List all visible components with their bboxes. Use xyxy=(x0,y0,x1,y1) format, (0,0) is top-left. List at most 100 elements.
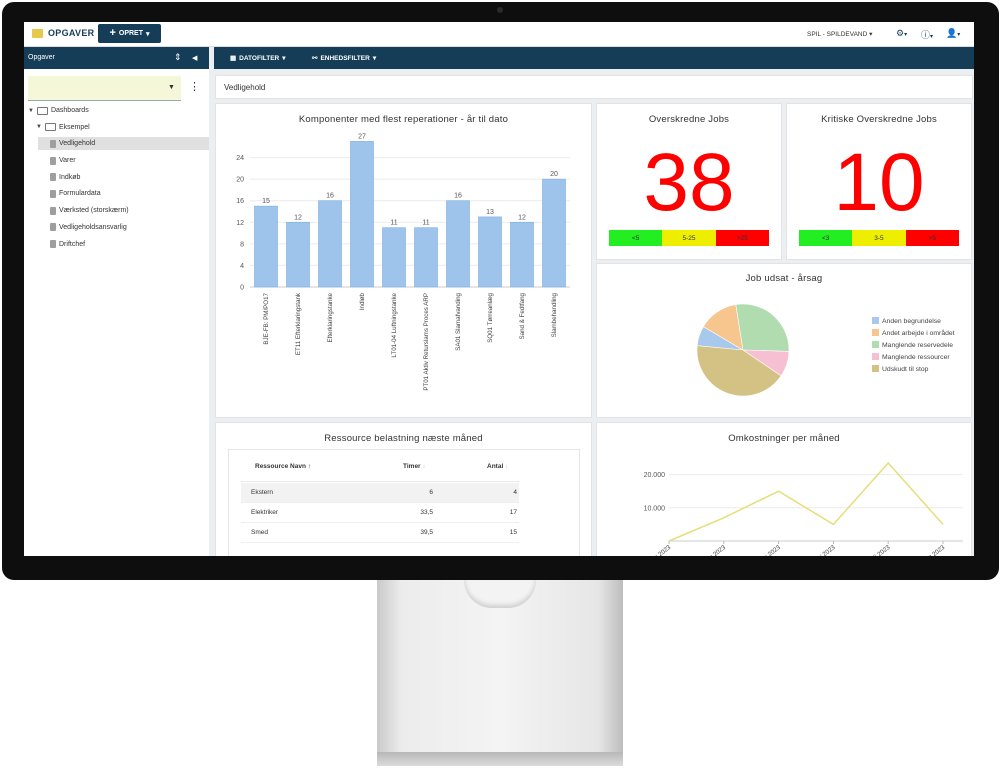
app-title: OPGAVER xyxy=(48,28,95,38)
sort-icon: ↕ xyxy=(422,463,426,470)
threshold-segment: >25 xyxy=(715,230,769,246)
col-header-count[interactable]: Antal ↕ xyxy=(487,463,509,470)
y-tick-label: 20 xyxy=(236,177,244,184)
pie-chart: Anden begrundelse Andet arbejde i området… xyxy=(696,303,955,397)
document-icon xyxy=(50,189,56,198)
data-label: 13 xyxy=(486,209,494,216)
table-cell-count: 15 xyxy=(509,529,517,536)
caret-down-icon[interactable]: ▼ xyxy=(168,84,175,91)
tree-item[interactable]: Driftchef xyxy=(38,238,209,251)
unit-filter-button[interactable]: ⚯ ENHEDSFILTER ▾ xyxy=(312,54,376,63)
tree-item-label: Formulardata xyxy=(59,190,101,198)
caret-down-icon: ▾ xyxy=(869,31,873,38)
tree-item[interactable]: Formulardata xyxy=(38,187,209,200)
x-tick-label: Sand & Fedtfang xyxy=(519,292,526,339)
critical-jobs-value: 10 xyxy=(833,137,925,228)
pie-chart-card: Job udsat - årsag Anden begrundelse Andet… xyxy=(596,263,972,418)
site-selector[interactable]: SPIL - SPILDEVAND ▾ xyxy=(807,30,872,38)
pie-chart-title: Job udsat - årsag xyxy=(745,273,823,284)
data-label: 12 xyxy=(518,214,526,221)
screen: OPGAVER + OPRET ▾ SPIL - SPILDEVAND ▾ ⚙▾… xyxy=(24,22,974,556)
tree-item[interactable]: Indkøb xyxy=(38,171,209,184)
y-tick-label: 4 xyxy=(240,263,244,270)
col-header-hours[interactable]: Timer ↕ xyxy=(403,463,426,470)
col-header-name[interactable]: Ressource Navn ↑ xyxy=(255,463,312,470)
left-panel: Opgaver ⇕ ◀ ▼ ⋮ ▼ Dashboards ▼ Eksempel Vedl… xyxy=(24,47,209,556)
table-cell-name: Ekstern xyxy=(251,489,274,496)
date-filter-label: DATOFILTER xyxy=(239,54,280,62)
overdue-threshold-band: <5 5-25 >25 xyxy=(609,230,769,246)
bar xyxy=(510,221,534,288)
line-chart-title: Omkostninger per måned xyxy=(728,433,840,444)
header-divider xyxy=(241,481,519,482)
x-tick-label: SA01 Slamafvanding xyxy=(455,292,462,350)
data-label: 11 xyxy=(422,220,429,227)
data-label: 15 xyxy=(262,198,270,205)
page-title: Vedligehold xyxy=(224,83,266,92)
legend-label: Anden begrundelse xyxy=(882,318,941,325)
critical-jobs-title: Kritiske Overskredne Jobs xyxy=(821,114,937,125)
resource-rows: Ekstern 6 4 Elektriker 33,5 17 Smed 39,5 15 xyxy=(241,483,519,543)
tree-item[interactable]: ▼ Dashboards xyxy=(24,104,209,117)
caret-down-icon[interactable]: ▼ xyxy=(28,107,34,114)
overdue-jobs-title: Overskredne Jobs xyxy=(648,114,730,125)
tree-item[interactable]: Varer xyxy=(38,154,209,167)
top-bar: OPGAVER + OPRET ▾ SPIL - SPILDEVAND ▾ ⚙▾… xyxy=(24,22,974,47)
sort-icon: ↕ xyxy=(505,463,509,470)
threshold-segment: 5-25 xyxy=(662,230,716,246)
create-button[interactable]: + OPRET ▾ xyxy=(98,24,161,43)
legend-swatch xyxy=(872,317,879,324)
legend-swatch xyxy=(872,341,879,348)
legend-label: Manglende reservedele xyxy=(882,342,953,349)
tree-view: ▼ Dashboards ▼ Eksempel Vedligehold Varer Indk… xyxy=(24,104,209,254)
tree-item[interactable]: ▼ Eksempel xyxy=(24,121,209,134)
table-cell-hours: 6 xyxy=(429,489,433,496)
table-cell-name: Elektriker xyxy=(251,509,279,516)
x-tick-label: ET11 Efterklaringstank xyxy=(295,292,302,355)
plus-icon: + xyxy=(109,27,116,39)
tree-item[interactable]: Værksted (storskærm) xyxy=(38,204,209,217)
table-cell-count: 17 xyxy=(509,509,517,516)
critical-threshold-band: <3 3-5 >5 xyxy=(799,230,959,246)
x-tick-label: august 2023 xyxy=(915,544,947,556)
collapse-panel-icon[interactable]: ◀ xyxy=(192,55,198,62)
table-row[interactable]: Smed 39,5 15 xyxy=(241,523,519,543)
table-row[interactable]: Ekstern 6 4 xyxy=(241,483,519,503)
x-tick-label: juni 2023 xyxy=(812,544,837,556)
monitor-stand-base xyxy=(377,752,623,766)
document-icon xyxy=(50,156,56,165)
tree-item[interactable]: Vedligehold xyxy=(38,137,209,151)
more-options-icon[interactable]: ⋮ xyxy=(189,81,200,93)
legend-swatch xyxy=(872,353,879,360)
user-icon[interactable]: 👤▾ xyxy=(946,28,961,38)
x-tick-label: PT01 Aktiv Returslams Proces ARP xyxy=(423,293,430,391)
table-row[interactable]: Elektriker 33,5 17 xyxy=(241,503,519,523)
bar-chart-title: Komponenter med flest reperationer - år … xyxy=(298,114,509,125)
bar xyxy=(446,200,470,288)
x-tick-label: februar 2023 xyxy=(695,544,727,556)
tree-item[interactable]: Vedligeholdsansvarlig xyxy=(38,221,209,234)
calendar-icon: ▦ xyxy=(230,55,237,62)
expand-collapse-icon[interactable]: ⇕ xyxy=(174,52,182,62)
legend-swatch xyxy=(872,329,879,336)
x-tick-label: Efterklaringstanke xyxy=(327,292,334,342)
date-filter-button[interactable]: ▦ DATOFILTER ▾ xyxy=(230,54,286,63)
y-tick-label: 8 xyxy=(240,241,244,248)
dashboard-select[interactable] xyxy=(28,76,181,101)
help-icon[interactable]: ⓘ▾ xyxy=(921,30,934,40)
y-tick-label: 12 xyxy=(236,220,244,227)
bar xyxy=(478,216,502,288)
gear-icon[interactable]: ⚙▾ xyxy=(896,28,908,38)
x-tick-label: marts 2023 xyxy=(753,544,782,556)
monitor-stand xyxy=(377,580,623,766)
bar xyxy=(286,221,310,288)
tree-item-label: Eksempel xyxy=(58,123,90,131)
tree-item-label: Vedligehold xyxy=(59,140,96,148)
tree-item-label: Dashboards xyxy=(50,107,89,114)
resource-card: Ressource belastning næste måned Ressour… xyxy=(215,422,592,556)
bar-chart: 0 4 8 12 16 20 24 15 BJE-FB: PM/PO17 12 ET11 Efter… xyxy=(236,133,570,391)
legend-label: Udskudt til stop xyxy=(882,366,929,373)
sort-ascending-icon: ↑ xyxy=(307,463,312,470)
table-cell-hours: 33,5 xyxy=(420,509,433,516)
caret-down-icon[interactable]: ▼ xyxy=(36,124,42,131)
